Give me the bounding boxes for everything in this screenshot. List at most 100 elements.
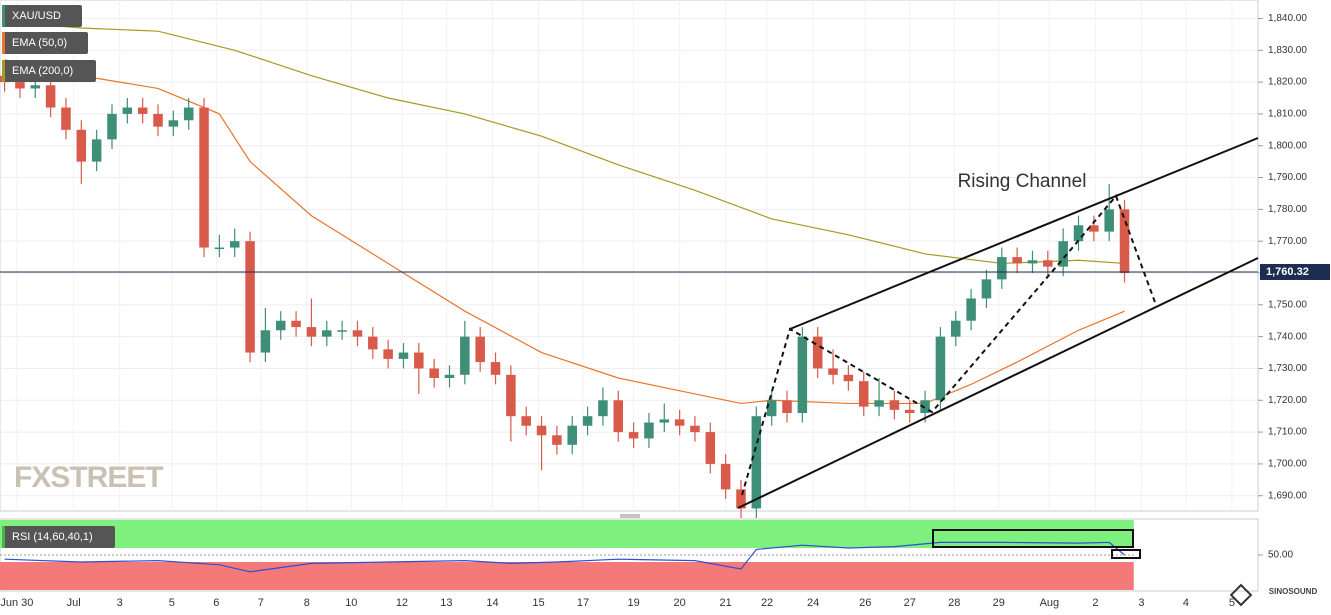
y-tick-label: 1,800.00	[1268, 140, 1307, 151]
candle-body	[368, 336, 378, 350]
watermark: FXSTREET	[14, 461, 163, 494]
y-tick-label: 1,740.00	[1268, 331, 1307, 342]
x-tick-label: 22	[761, 597, 773, 609]
y-tick-label: 1,730.00	[1268, 363, 1307, 374]
x-tick-label: 8	[304, 597, 310, 609]
rsi-box	[932, 529, 1134, 548]
y-tick-label: 1,780.00	[1268, 204, 1307, 215]
candle-body	[76, 129, 87, 162]
x-tick-label: 24	[807, 597, 819, 609]
candle-body	[736, 489, 746, 509]
candle-body	[797, 336, 808, 413]
y-tick-label: 1,820.00	[1268, 77, 1307, 88]
candle-body	[997, 257, 1007, 280]
candle-body	[1012, 257, 1022, 264]
x-tick-label: 17	[577, 597, 589, 609]
y-tick-label: 1,810.00	[1268, 109, 1307, 120]
x-tick-label: 3	[1138, 597, 1144, 609]
candle-body	[490, 362, 501, 375]
legend-chip	[2, 5, 82, 27]
legend-swatch	[2, 5, 5, 27]
x-tick-label: 28	[948, 597, 960, 609]
candle-body	[137, 107, 148, 114]
y-tick-label: 1,710.00	[1268, 427, 1307, 438]
y-tick-label: 1,690.00	[1268, 490, 1307, 501]
candle-body	[168, 120, 179, 127]
x-tick-label: 2	[1092, 597, 1098, 609]
candle-body	[214, 247, 225, 250]
legend-symbol: XAU/USD	[12, 10, 61, 22]
candle-body	[260, 330, 271, 353]
channel-upper	[789, 137, 1259, 330]
candle-body	[920, 400, 930, 413]
legend-label: EMA (50,0)	[12, 37, 67, 49]
candle-body	[674, 419, 685, 426]
candle-body	[1089, 225, 1099, 232]
candle-body	[766, 400, 777, 417]
annotation: Rising Channel	[958, 171, 1087, 192]
candle-body	[429, 368, 439, 378]
candle-body	[506, 374, 516, 417]
x-tick-label: 6	[213, 597, 219, 609]
candle-body	[398, 352, 409, 359]
candle-body	[1119, 209, 1130, 273]
rsi-swatch	[2, 526, 5, 548]
candle-body	[552, 435, 562, 445]
ema-line	[4, 59, 1125, 405]
y-tick-label: 1,840.00	[1268, 13, 1307, 24]
candle-body	[199, 107, 209, 248]
candle-body	[153, 113, 163, 127]
candle-body	[414, 352, 424, 369]
candle-body	[782, 400, 792, 413]
zigzag	[741, 194, 1157, 496]
x-tick-label: 4	[1183, 597, 1189, 609]
candle-body	[1043, 260, 1053, 267]
candle-body	[951, 320, 961, 337]
candle-body	[751, 416, 762, 509]
legend-swatch	[2, 32, 5, 54]
x-tick-label: 14	[486, 597, 498, 609]
candle-body	[598, 400, 608, 417]
x-tick-label: 13	[440, 597, 452, 609]
candle-body	[904, 409, 915, 413]
rsi-tick-label: 50.00	[1268, 550, 1293, 561]
candle-body	[91, 139, 102, 162]
y-tick-label: 1,720.00	[1268, 395, 1307, 406]
candle-body	[1104, 209, 1114, 232]
candle-body	[705, 432, 716, 464]
x-tick-label: Aug	[1040, 597, 1060, 609]
x-tick-label: 12	[396, 597, 408, 609]
candle-body	[613, 400, 624, 433]
x-tick-label: 3	[117, 597, 123, 609]
y-tick-label: 1,770.00	[1268, 236, 1307, 247]
candle-body	[229, 241, 240, 248]
candle-body	[521, 416, 531, 426]
candle-body	[874, 400, 884, 407]
candle-body	[306, 327, 317, 337]
y-tick-label: 1,830.00	[1268, 45, 1307, 56]
x-tick-label: 10	[345, 597, 357, 609]
rsi-oversold-zone	[0, 562, 1134, 590]
candle-body	[966, 298, 976, 321]
candle-body	[935, 336, 946, 401]
candle-body	[690, 425, 700, 433]
candle-body	[291, 320, 301, 328]
candle-body	[122, 107, 133, 114]
candle-body	[352, 330, 363, 337]
channel-lines	[737, 137, 1259, 509]
x-tick-label: 20	[674, 597, 686, 609]
legend-chip	[2, 60, 96, 82]
y-tick-label: 1,790.00	[1268, 172, 1307, 183]
x-tick-label: 19	[627, 597, 639, 609]
last-price-label: 1,760.32	[1266, 266, 1309, 278]
x-tick-label: 21	[720, 597, 732, 609]
x-tick-label: Jun 30	[0, 597, 33, 609]
rsi-overbought-zone	[0, 520, 1134, 548]
legend-chip	[2, 32, 88, 54]
candle-body	[1027, 260, 1038, 264]
candle-body	[30, 85, 41, 89]
rsi-label: RSI (14,60,40,1)	[12, 531, 93, 543]
candle-body	[444, 374, 455, 378]
candle-body	[536, 425, 547, 436]
